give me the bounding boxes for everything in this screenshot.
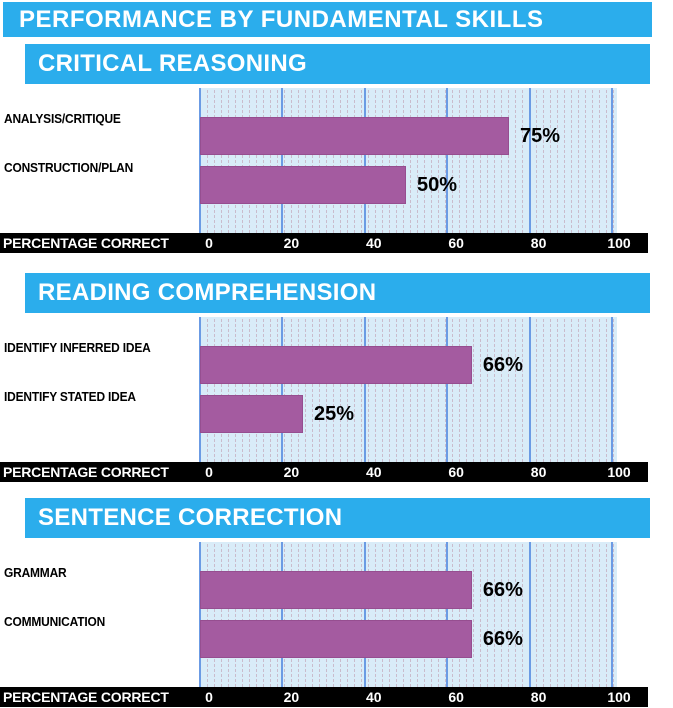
- x-axis-tick: 0: [205, 689, 213, 705]
- x-axis-tick: 20: [283, 235, 300, 251]
- section-title: CRITICAL REASONING: [38, 50, 307, 77]
- x-axis-strip: PERCENTAGE CORRECT 0 20 40 60 80 100: [0, 233, 648, 253]
- x-axis-tick: 60: [448, 464, 464, 480]
- plot-area: 75% 50%: [199, 88, 617, 233]
- bar-construction-plan: [200, 166, 406, 204]
- x-axis-tick: 60: [448, 689, 464, 705]
- bar-value-label: 66%: [482, 354, 523, 376]
- gridline: [363, 88, 366, 233]
- gridline: [363, 317, 366, 462]
- bar-value-label: 75%: [520, 125, 561, 147]
- x-axis-tick: 100: [607, 464, 631, 480]
- x-axis-tick: 60: [448, 235, 464, 251]
- bar-identify-inferred-idea: [200, 346, 472, 384]
- bar-chart-sentence-correction: GRAMMAR COMMUNICATION 66% 66%: [0, 542, 673, 687]
- plot-area: 66% 25%: [199, 317, 617, 462]
- section-title: READING COMPREHENSION: [38, 279, 377, 306]
- bar-chart-reading-comprehension: IDENTIFY INFERRED IDEA IDENTIFY STATED I…: [0, 317, 673, 462]
- bar-value-label: 25%: [314, 403, 355, 425]
- x-axis-label: PERCENTAGE CORRECT: [3, 464, 169, 480]
- x-axis-ticks: 0 20 40 60 80 100: [200, 687, 631, 707]
- x-axis-label: PERCENTAGE CORRECT: [3, 235, 169, 251]
- x-axis-tick: 100: [607, 235, 631, 251]
- gridline: [446, 317, 449, 462]
- plot-area: 66% 66%: [199, 542, 617, 687]
- bar-grammar: [200, 571, 472, 609]
- gridline: [528, 88, 531, 233]
- gridline: [528, 317, 531, 462]
- category-label-communication: COMMUNICATION: [4, 614, 106, 629]
- x-axis-strip: PERCENTAGE CORRECT 0 20 40 60 80 100: [0, 687, 648, 707]
- x-axis-tick: 80: [530, 464, 547, 480]
- gridline: [528, 542, 531, 687]
- x-axis-tick: 0: [205, 235, 213, 251]
- plot-scale: 75% 50%: [199, 88, 613, 233]
- x-axis-strip: PERCENTAGE CORRECT 0 20 40 60 80 100: [0, 462, 648, 482]
- plot-scale: 66% 25%: [199, 317, 613, 462]
- x-axis-tick: 100: [607, 689, 631, 705]
- gridline: [281, 542, 284, 687]
- bar-communication: [200, 620, 472, 658]
- gridline: [199, 317, 201, 462]
- x-axis-tick: 80: [530, 235, 547, 251]
- bar-identify-stated-idea: [200, 395, 303, 433]
- section-critical-reasoning: CRITICAL REASONING ANALYSIS/CRITIQUE CON…: [0, 44, 673, 253]
- gridline: [281, 317, 284, 462]
- gridline: [446, 88, 449, 233]
- x-axis-tick: 20: [283, 689, 300, 705]
- x-axis-ticks: 0 20 40 60 80 100: [200, 233, 631, 253]
- x-axis-tick: 80: [530, 689, 547, 705]
- category-label-construction-plan: CONSTRUCTION/PLAN: [4, 160, 134, 175]
- gridline: [363, 542, 366, 687]
- category-label-identify-inferred-idea: IDENTIFY INFERRED IDEA: [4, 340, 151, 355]
- section-header: SENTENCE CORRECTION: [25, 498, 650, 538]
- bar-value-label: 66%: [482, 579, 523, 601]
- bar-value-label: 66%: [482, 628, 523, 650]
- gridline: [199, 88, 201, 233]
- gridline: [611, 88, 613, 233]
- section-sentence-correction: SENTENCE CORRECTION GRAMMAR COMMUNICATIO…: [0, 498, 673, 707]
- gridline: [611, 542, 613, 687]
- x-axis-tick: 40: [366, 464, 382, 480]
- plot-scale: 66% 66%: [199, 542, 613, 687]
- section-header: READING COMPREHENSION: [25, 273, 650, 313]
- x-axis-tick: 0: [205, 464, 213, 480]
- bar-chart-critical-reasoning: ANALYSIS/CRITIQUE CONSTRUCTION/PLAN 75% …: [0, 88, 673, 233]
- category-label-analysis-critique: ANALYSIS/CRITIQUE: [4, 111, 121, 126]
- gridline: [281, 88, 284, 233]
- bar-analysis-critique: [200, 117, 509, 155]
- gridline: [199, 542, 201, 687]
- section-reading-comprehension: READING COMPREHENSION IDENTIFY INFERRED …: [0, 273, 673, 482]
- category-label-grammar: GRAMMAR: [4, 565, 67, 580]
- x-axis-tick: 40: [366, 689, 382, 705]
- gridline: [611, 317, 613, 462]
- x-axis-ticks: 0 20 40 60 80 100: [200, 462, 631, 482]
- x-axis-tick: 20: [283, 464, 300, 480]
- x-axis-tick: 40: [366, 235, 382, 251]
- gridline: [446, 542, 449, 687]
- page-title: PERFORMANCE BY FUNDAMENTAL SKILLS: [3, 2, 652, 37]
- x-axis-label: PERCENTAGE CORRECT: [3, 689, 169, 705]
- category-label-identify-stated-idea: IDENTIFY STATED IDEA: [4, 389, 136, 404]
- section-header: CRITICAL REASONING: [25, 44, 650, 84]
- section-title: SENTENCE CORRECTION: [38, 504, 343, 531]
- bar-value-label: 50%: [417, 174, 458, 196]
